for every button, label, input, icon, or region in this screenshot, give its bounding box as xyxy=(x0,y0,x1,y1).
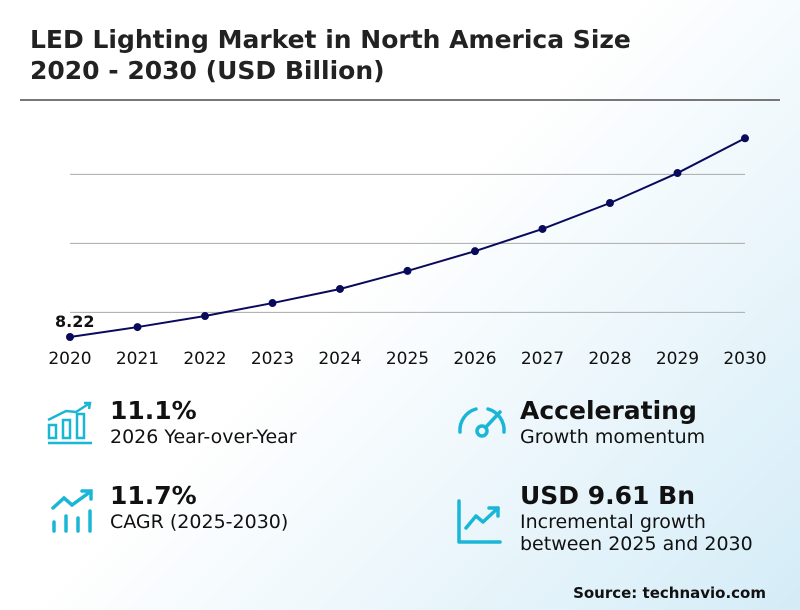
stat-value: 11.1% xyxy=(110,396,197,425)
line-chart: 2020 2021 2022 2023 2024 2025 2026 2027 2028 2029… xyxy=(48,134,767,369)
speedometer-icon xyxy=(458,407,506,438)
data-point-2030 xyxy=(741,134,749,143)
stat-label: Incremental growth xyxy=(520,511,706,533)
data-point-2026 xyxy=(471,247,479,256)
data-point-2029 xyxy=(673,169,682,178)
data-label-2020: 8.22 xyxy=(55,312,94,331)
data-point-2028 xyxy=(606,199,614,208)
x-tick-label: 2021 xyxy=(116,349,159,369)
source-note: Source: technavio.com xyxy=(573,584,766,602)
title-divider xyxy=(20,99,780,101)
x-tick-label: 2024 xyxy=(318,349,361,369)
stat-value: Accelerating xyxy=(520,396,697,425)
x-tick-label: 2022 xyxy=(183,349,226,369)
title-line-2: 2020 - 2030 (USD Billion) xyxy=(30,56,385,85)
x-tick-label: 2028 xyxy=(588,349,631,369)
data-point-2021 xyxy=(133,323,142,332)
title-line-1: LED Lighting Market in North America Siz… xyxy=(30,25,631,54)
bar-chart-growth-icon xyxy=(47,401,92,445)
x-tick-label: 2027 xyxy=(521,349,564,369)
trend-up-bars-icon xyxy=(51,489,93,533)
x-tick-label: 2029 xyxy=(656,349,699,369)
stat-value: 11.7% xyxy=(110,481,197,510)
stat-label-2: between 2025 and 2030 xyxy=(520,533,753,555)
x-tick-label: 2026 xyxy=(453,349,496,369)
data-point-2022 xyxy=(201,312,209,321)
x-tick-label: 2020 xyxy=(48,349,91,369)
x-tick-label: 2025 xyxy=(386,349,429,369)
stat-yoy: 11.1% 2026 Year-over-Year xyxy=(110,396,297,448)
stat-value: USD 9.61 Bn xyxy=(520,481,695,510)
data-point-2025 xyxy=(403,266,412,275)
line-chart-up-icon xyxy=(457,499,502,544)
stat-incremental: USD 9.61 Bn Incremental growth between 2… xyxy=(520,481,753,555)
data-point-2023 xyxy=(268,299,277,308)
series-line xyxy=(69,137,746,338)
stat-label: CAGR (2025-2030) xyxy=(110,511,289,533)
stat-cagr: 11.7% CAGR (2025-2030) xyxy=(110,481,288,533)
stat-momentum: Accelerating Growth momentum xyxy=(520,396,705,448)
x-tick-label: 2030 xyxy=(723,349,766,369)
stat-label: 2026 Year-over-Year xyxy=(110,426,297,448)
x-tick-label: 2023 xyxy=(251,349,294,369)
data-point-2027 xyxy=(538,224,547,233)
stat-label: Growth momentum xyxy=(520,426,706,448)
chart-title: LED Lighting Market in North America Siz… xyxy=(30,24,631,86)
data-point-2020 xyxy=(66,333,74,341)
data-point-2024 xyxy=(336,284,344,293)
